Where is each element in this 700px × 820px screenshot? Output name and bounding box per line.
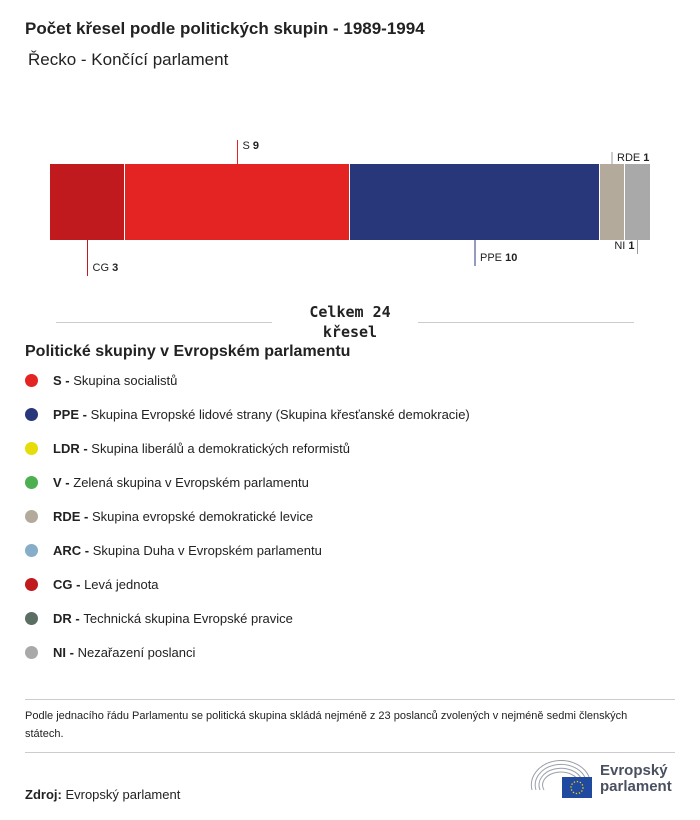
legend-item: CG - Levá jednota [25,577,159,592]
total-line-2: křesel [322,323,378,341]
bar-rde [600,164,624,240]
source-label: Zdroj: [25,787,62,802]
parliament-hemicycle-icon [530,760,592,798]
legend-color-dot [25,544,38,557]
footnote: Podle jednacího řádu Parlamentu se polit… [25,710,628,740]
legend-color-dot [25,646,38,659]
legend-abbr: ARC - [53,543,90,558]
chart-subtitle: Řecko - Končící parlament [28,50,229,69]
legend-abbr: RDE - [53,509,89,524]
legend-abbr: S - [53,373,70,388]
legend-item: NI - Nezařazení poslanci [25,645,195,660]
legend-name: Zelená skupina v Evropském parlamentu [73,475,309,490]
legend-name: Technická skupina Evropské pravice [83,611,293,626]
data-label-ppe: PPE 10 [480,252,517,264]
legend-color-dot [25,510,38,523]
legend-abbr: V - [53,475,70,490]
data-label-ni: NI 1 [614,240,634,252]
legend-color-dot [25,408,38,421]
legend-item: RDE - Skupina evropské demokratické levi… [25,509,313,524]
source: Zdroj: Evropský parlament [25,787,180,802]
legend-color-dot [25,578,38,591]
legend-abbr: PPE - [53,407,87,422]
legend-item: V - Zelená skupina v Evropském parlament… [25,475,309,490]
legend-name: Skupina Duha v Evropském parlamentu [92,543,322,558]
legend-abbr: DR - [53,611,80,626]
legend-name: Skupina liberálů a demokratických reform… [91,441,350,456]
legend-name: Nezařazení poslanci [77,645,196,660]
divider-right [418,322,634,323]
total-label: Celkem 24 křesel [290,302,410,342]
data-label-rde: RDE 1 [617,152,649,164]
bar-ppe [350,164,599,240]
legend-item: S - Skupina socialistů [25,373,177,388]
data-label-s: S 9 [243,140,260,152]
logo-line-2: parlament [600,778,672,795]
bar-cg [50,164,124,240]
stacked-bar-chart: CG 3 S 9 PPE 10 RDE 1 NI 1 [50,140,650,276]
legend-name: Skupina Evropské lidové strany (Skupina … [90,407,470,422]
legend-abbr: CG - [53,577,81,592]
legend-name: Skupina socialistů [73,373,178,388]
bar-ni [625,164,650,240]
legend-item: DR - Technická skupina Evropské pravice [25,611,293,626]
ep-logo: Evropský parlament [530,760,672,798]
legend-color-dot [25,374,38,387]
legend-name: Levá jednota [84,577,159,592]
legend-color-dot [25,476,38,489]
legend-title: Politické skupiny v Evropském parlamentu [25,343,351,360]
data-label-cg: CG 3 [93,262,119,274]
bar-s [125,164,349,240]
legend-color-dot [25,442,38,455]
chart-title: Počet křesel podle politických skupin - … [25,19,425,38]
legend-abbr: LDR - [53,441,88,456]
legend-name: Skupina evropské demokratické levice [92,509,314,524]
legend-color-dot [25,612,38,625]
divider [25,752,675,753]
divider-left [56,322,272,323]
total-line-1: Celkem 24 [309,303,391,321]
legend-item: ARC - Skupina Duha v Evropském parlament… [25,543,322,558]
logo-line-1: Evropský [600,762,668,779]
source-value: Evropský parlament [65,787,181,802]
legend-item: PPE - Skupina Evropské lidové strany (Sk… [25,407,470,422]
legend-item: LDR - Skupina liberálů a demokratických … [25,441,350,456]
legend-abbr: NI - [53,645,74,660]
divider [25,699,675,700]
